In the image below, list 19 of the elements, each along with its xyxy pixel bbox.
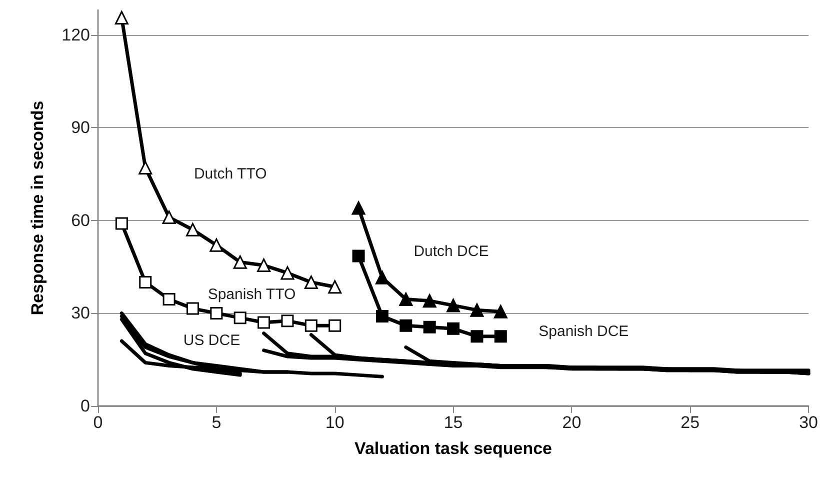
x-tick-label: 15	[444, 413, 463, 432]
text: Spanish DCE	[538, 322, 629, 340]
series-label: Spanish TTO	[208, 286, 296, 304]
x-tick-label: 30	[799, 413, 818, 432]
text: Dutch DCE	[414, 243, 489, 260]
x-tick-label: 0	[93, 413, 103, 432]
y-axis-title: Response time in seconds	[28, 100, 47, 316]
y-tick-label: 0	[80, 396, 90, 416]
y-tick-label: 30	[71, 304, 90, 323]
y-tick-label: 60	[71, 210, 90, 230]
x-tick-label: 10	[325, 413, 344, 432]
x-tick-label: 20	[562, 413, 582, 432]
series-label: US DCE	[183, 332, 240, 350]
x-tick-label: 5	[212, 413, 222, 432]
x-tick-label: 25	[680, 413, 700, 432]
y-tick-label: 120	[62, 25, 90, 44]
text: Dutch TTO	[194, 165, 267, 182]
x-axis-title: Valuation task sequence	[354, 439, 552, 458]
y-tick-label: 90	[71, 118, 90, 138]
